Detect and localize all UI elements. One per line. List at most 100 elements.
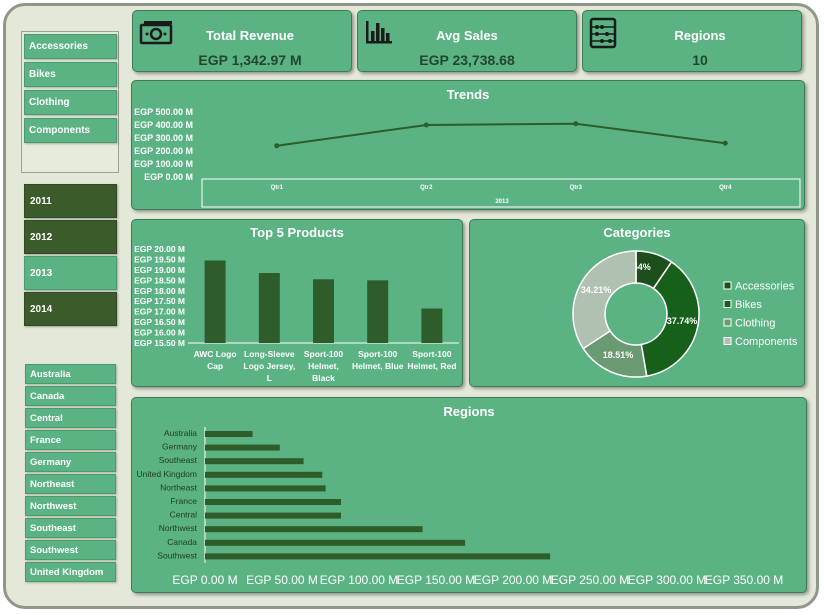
trends-x-tick-label: Qtr4 [719, 185, 732, 191]
regions-bar [205, 526, 423, 533]
trends-y-tick-label: EGP 300.00 M [134, 133, 193, 143]
kpi-card-revenue: Total Revenue EGP 1,342.97 M [132, 10, 352, 72]
regions-x-tick-label: EGP 50.00 M [246, 573, 318, 587]
region-slicer-item[interactable]: Southwest [25, 540, 116, 560]
regions-y-tick-label: Southeast [159, 455, 198, 465]
top-products-card: Top 5 Products EGP 15.50 M EGP 16.00 M EGP… [131, 219, 463, 387]
kpi-value: EGP 1,342.97 M [198, 52, 302, 68]
trends-point [423, 122, 429, 128]
trends-x-tick-label: Qtr3 [570, 185, 583, 191]
products-y-tick-label: EGP 17.50 M [134, 296, 185, 306]
categories-slice [572, 250, 637, 350]
categories-legend-swatch [723, 300, 732, 308]
categories-legend-label: Clothing [735, 318, 775, 330]
regions-y-tick-label: Australia [164, 428, 197, 438]
category-slicer-item[interactable]: Components [24, 118, 117, 143]
regions-bar [205, 431, 253, 437]
chart-title: Regions [443, 404, 495, 419]
categories-legend-swatch [723, 318, 732, 327]
regions-y-tick-label: Northeast [160, 482, 197, 492]
chart-title: Categories [603, 225, 671, 240]
products-y-tick-label: EGP 17.00 M [134, 307, 185, 317]
regions-bar [205, 458, 304, 465]
year-slicer-item[interactable]: 2014 [24, 292, 117, 326]
regions-bar [205, 553, 551, 560]
region-slicer-item[interactable]: Southeast [25, 518, 116, 538]
category-slicer-item[interactable]: Clothing [24, 90, 117, 115]
region-slicer-item[interactable]: Australia [25, 364, 116, 384]
products-y-tick-label: EGP 16.50 M [134, 317, 185, 327]
categories-data-label: 37.74% [667, 316, 698, 326]
products-bar [367, 280, 389, 343]
regions-y-tick-label: Southwest [157, 550, 197, 560]
trends-y-tick-label: EGP 100.00 M [134, 159, 193, 169]
trends-point [722, 140, 728, 146]
regions-bar [205, 485, 326, 492]
regions-y-tick-label: United Kingdom [137, 469, 197, 479]
products-x-tick-label: Cap [207, 361, 223, 371]
categories-legend-swatch [723, 337, 732, 345]
regions-x-tick-label: EGP 0.00 M [172, 573, 237, 587]
regions-x-tick-label: EGP 150.00 M [397, 573, 476, 587]
regions-x-tick-label: EGP 100.00 M [320, 573, 399, 587]
regions-y-tick-label: Canada [167, 537, 197, 547]
region-slicer-item[interactable]: United Kingdom [25, 562, 116, 582]
trends-y-tick-label: EGP 500.00 M [134, 107, 193, 117]
year-slicer-item[interactable]: 2011 [24, 184, 117, 218]
kpi-card-regions: Regions 10 [582, 10, 802, 72]
trends-axis-box [201, 178, 801, 208]
trends-y-tick-label: EGP 0.00 M [144, 172, 193, 182]
categories-legend-swatch [723, 281, 732, 290]
category-slicer-item[interactable]: Accessories [24, 34, 117, 59]
regions-bar-chart: Australia Germany Southeast United Kingdom N… [137, 427, 784, 587]
products-bar [258, 273, 280, 343]
region-slicer-item[interactable]: Central [25, 408, 116, 428]
region-slicer-item[interactable]: Germany [25, 452, 116, 472]
products-bar [204, 260, 226, 343]
categories-legend-label: Accessories [735, 281, 795, 293]
products-y-tick-label: EGP 19.00 M [134, 265, 185, 275]
year-slicer-item[interactable]: 2012 [24, 220, 117, 254]
products-y-tick-label: EGP 20.00 M [134, 244, 185, 254]
kpi-title: Total Revenue [206, 28, 294, 43]
kpi-value: EGP 23,738.68 [419, 52, 515, 68]
regions-y-tick-label: Northwest [159, 523, 198, 533]
categories-data-label: 18.51% [603, 350, 634, 360]
products-x-tick-label: Helmet, [308, 361, 339, 371]
region-slicer-item[interactable]: Northeast [25, 474, 116, 494]
category-slicer-item[interactable]: Bikes [24, 62, 117, 87]
products-x-tick-label: Sport-100 [304, 349, 343, 359]
kpi-card-avg-sales: Avg Sales EGP 23,738.68 [357, 10, 577, 72]
regions-bar [205, 444, 280, 451]
products-bar [313, 279, 334, 343]
trends-y-tick-label: EGP 400.00 M [134, 120, 193, 130]
products-x-tick-label: Long-Sleeve [244, 349, 295, 359]
products-y-tick-label: EGP 18.00 M [134, 286, 185, 296]
year-slicer-item[interactable]: 2013 [24, 256, 117, 290]
products-x-tick-label: L [267, 373, 272, 383]
categories-donut-chart: 9.54% Accessories 37.74% Bikes 18.51% Clothin… [572, 250, 798, 378]
trends-line-chart: EGP 0.00 M EGP 100.00 M EGP 200.00 M EGP 30… [134, 107, 801, 208]
trends-series-line [276, 122, 726, 147]
categories-data-label: 34.21% [581, 285, 612, 295]
trends-card: Trends EGP 0.00 M EGP 100.00 M EGP 200.00 … [131, 80, 805, 210]
kpi-value: 10 [692, 52, 708, 68]
products-x-tick-label: Helmet, Red [407, 361, 456, 371]
regions-x-tick-label: EGP 200.00 M [474, 573, 553, 587]
region-slicer-item[interactable]: Northwest [25, 496, 116, 516]
regions-bar [205, 499, 341, 505]
products-x-tick-label: Sport-100 [412, 349, 451, 359]
bar-chart-icon [366, 21, 392, 44]
abacus-icon [589, 17, 617, 49]
products-bar [421, 308, 443, 343]
region-slicer-item[interactable]: Canada [25, 386, 116, 406]
regions-y-tick-label: Central [170, 510, 198, 520]
regions-bar [205, 512, 341, 519]
regions-x-tick-label: EGP 350.00 M [705, 573, 784, 587]
region-slicer-item[interactable]: France [25, 430, 116, 450]
regions-y-tick-label: Germany [162, 442, 198, 452]
products-x-tick-label: AWC Logo [194, 349, 237, 359]
trends-x-tick-label: Qtr1 [271, 185, 284, 191]
products-y-tick-label: EGP 19.50 M [134, 254, 185, 264]
